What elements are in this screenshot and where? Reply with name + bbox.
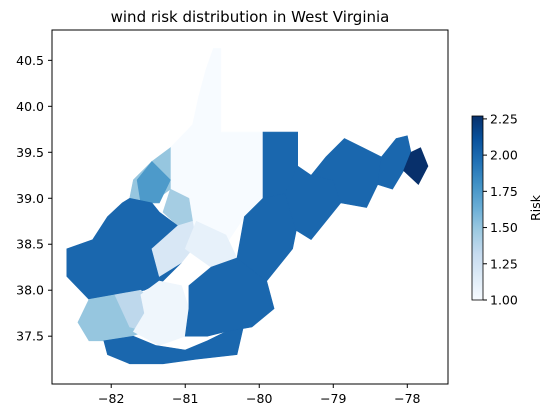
region-jefferson [403, 147, 429, 185]
colorbar-tick-label: 2.25 [490, 111, 518, 126]
x-tick-label: −79 [320, 391, 346, 406]
colorbar-tick-label: 1.25 [490, 256, 518, 271]
plot-frame [51, 29, 449, 385]
y-tick-label: 39.0 [16, 191, 44, 206]
chart-title: wind risk distribution in West Virginia [111, 8, 390, 26]
y-tick-label: 40.0 [16, 99, 44, 114]
x-tick-label: −81 [172, 391, 198, 406]
map-regions [66, 48, 429, 365]
colorbar-label: Risk [528, 194, 543, 221]
y-tick-label: 38.0 [16, 283, 44, 298]
region-central-light [151, 220, 197, 277]
y-tick-label: 39.5 [16, 145, 44, 160]
y-tick-label: 37.5 [16, 329, 44, 344]
x-tick-label: −82 [98, 391, 124, 406]
colorbar-tick-label: 1.75 [490, 184, 518, 199]
colorbar-tick-label: 1.00 [490, 293, 518, 308]
region-northern-panhandle [192, 48, 222, 133]
colorbar-tick-label: 1.50 [490, 220, 518, 235]
colorbar-tick-label: 2.00 [490, 148, 518, 163]
y-tick-label: 38.5 [16, 237, 44, 252]
x-tick-label: −80 [246, 391, 272, 406]
x-axis: −82 −81 −80 −79 −78 [98, 384, 421, 406]
colorbar-ticks: 1.00 1.25 1.50 1.75 2.00 2.25 [483, 111, 518, 308]
colorbar-gradient [471, 115, 484, 301]
colorbar: 1.00 1.25 1.50 1.75 2.00 2.25 Risk [471, 111, 543, 308]
region-south-light [132, 280, 190, 346]
x-tick-label: −78 [394, 391, 420, 406]
y-axis: 37.5 38.0 38.5 39.0 39.5 40.0 40.5 [16, 53, 52, 344]
y-tick-label: 40.5 [16, 53, 44, 68]
region-greenbrier-monroe [184, 257, 275, 337]
region-morgan-berkeley [377, 135, 412, 190]
